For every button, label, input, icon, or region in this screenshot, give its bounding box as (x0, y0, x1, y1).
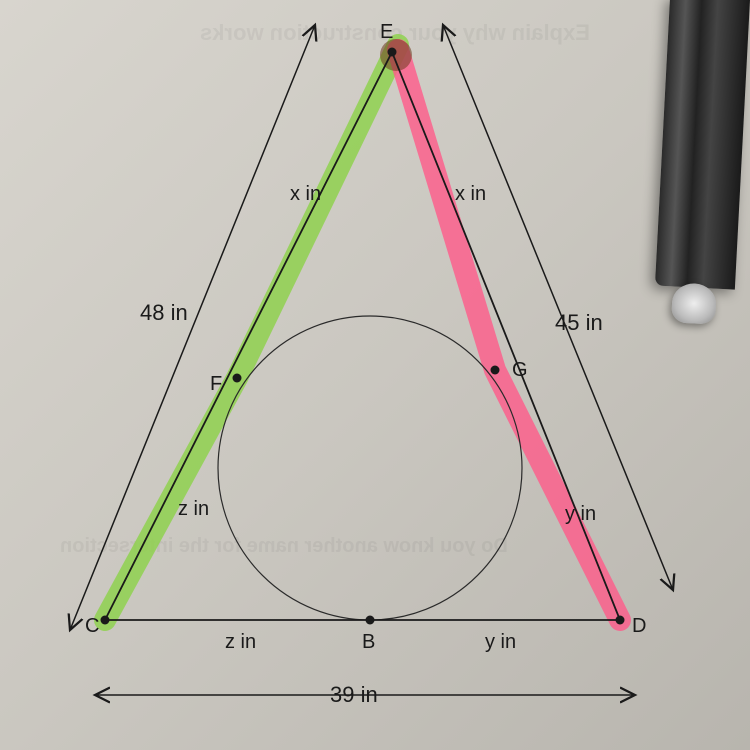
incircle (218, 316, 522, 620)
seg-label-FC: z in (178, 498, 209, 520)
diagram-svg: E C D B F G x in x in z in y in z in y i… (0, 0, 750, 750)
label-B: B (362, 631, 375, 653)
dim-arrow-left (70, 25, 315, 630)
seg-label-EF: x in (290, 183, 321, 205)
highlight-pink (398, 50, 620, 620)
label-E: E (380, 21, 393, 43)
point-B (366, 616, 375, 625)
label-D: D (632, 615, 646, 637)
label-F: F (210, 373, 222, 395)
measure-ED: 45 in (555, 310, 603, 335)
point-D (616, 616, 625, 625)
seg-label-EG: x in (455, 183, 486, 205)
point-C (101, 616, 110, 625)
point-E (388, 48, 397, 57)
measure-CE: 48 in (140, 300, 188, 325)
label-G: G (512, 359, 528, 381)
label-C: C (85, 615, 99, 637)
seg-label-CB: z in (225, 631, 256, 653)
seg-label-GD: y in (565, 503, 596, 525)
point-F (233, 374, 242, 383)
seg-label-BD: y in (485, 631, 516, 653)
point-G (491, 366, 500, 375)
measure-CD: 39 in (330, 682, 378, 707)
